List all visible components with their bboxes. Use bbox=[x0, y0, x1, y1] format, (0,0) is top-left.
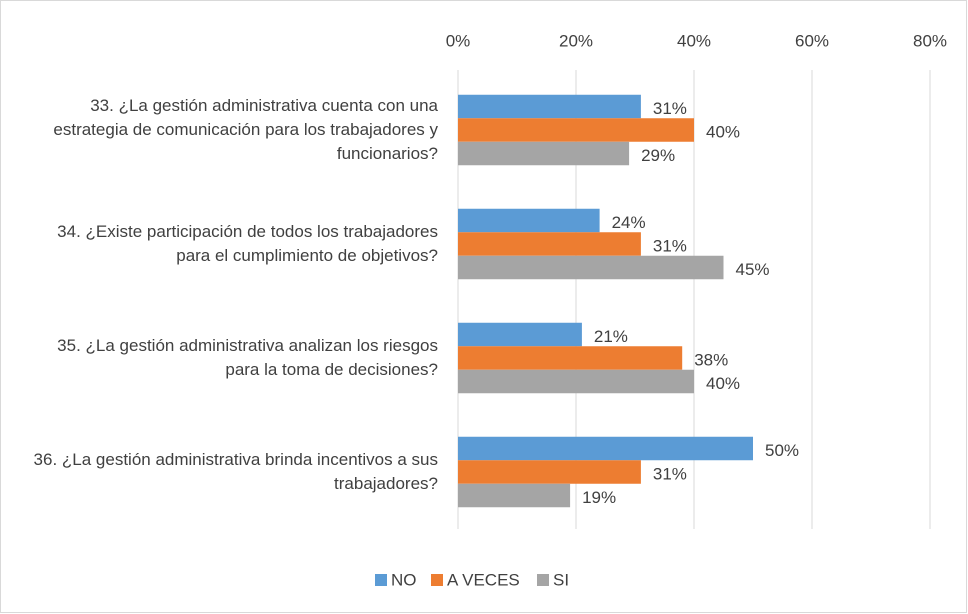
bar bbox=[458, 346, 683, 370]
bar bbox=[458, 208, 600, 233]
bar bbox=[458, 232, 641, 256]
category-label: 36. ¿La gestión administrativa brinda in… bbox=[20, 415, 438, 529]
value-label: 29% bbox=[641, 146, 675, 165]
value-label: 24% bbox=[612, 213, 646, 232]
x-tick-label: 20% bbox=[559, 31, 593, 50]
bar bbox=[458, 483, 571, 508]
value-label: 21% bbox=[594, 327, 628, 346]
value-label: 31% bbox=[653, 99, 687, 118]
category-label: 34. ¿Existe participación de todos los t… bbox=[20, 187, 438, 301]
category-text: 34. ¿Existe participación de todos los t… bbox=[57, 222, 438, 265]
legend-swatch bbox=[431, 574, 443, 586]
bar bbox=[458, 118, 694, 142]
bar bbox=[458, 369, 694, 394]
x-tick-label: 60% bbox=[795, 31, 829, 50]
value-label: 40% bbox=[706, 122, 740, 141]
x-tick-label: 0% bbox=[446, 31, 471, 50]
bar bbox=[458, 460, 641, 484]
bar bbox=[458, 255, 724, 280]
value-label: 38% bbox=[694, 350, 728, 369]
value-label: 19% bbox=[582, 488, 616, 507]
legend-label: SI bbox=[553, 570, 569, 589]
x-tick-label: 40% bbox=[677, 31, 711, 50]
value-label: 31% bbox=[653, 464, 687, 483]
bar bbox=[458, 141, 630, 166]
category-text: 33. ¿La gestión administrativa cuenta co… bbox=[53, 96, 438, 163]
bar bbox=[458, 94, 641, 119]
category-label: 35. ¿La gestión administrativa analizan … bbox=[20, 301, 438, 415]
legend-swatch bbox=[375, 574, 387, 586]
value-label: 45% bbox=[736, 260, 770, 279]
legend-label: A VECES bbox=[447, 570, 520, 589]
value-label: 40% bbox=[706, 374, 740, 393]
category-text: 35. ¿La gestión administrativa analizan … bbox=[57, 336, 438, 379]
legend-label: NO bbox=[391, 570, 417, 589]
x-tick-label: 80% bbox=[913, 31, 947, 50]
value-label: 31% bbox=[653, 236, 687, 255]
bar bbox=[458, 436, 753, 461]
category-text: 36. ¿La gestión administrativa brinda in… bbox=[33, 450, 438, 493]
category-label: 33. ¿La gestión administrativa cuenta co… bbox=[20, 73, 438, 187]
legend-swatch bbox=[537, 574, 549, 586]
value-label: 50% bbox=[765, 441, 799, 460]
bar bbox=[458, 322, 582, 347]
